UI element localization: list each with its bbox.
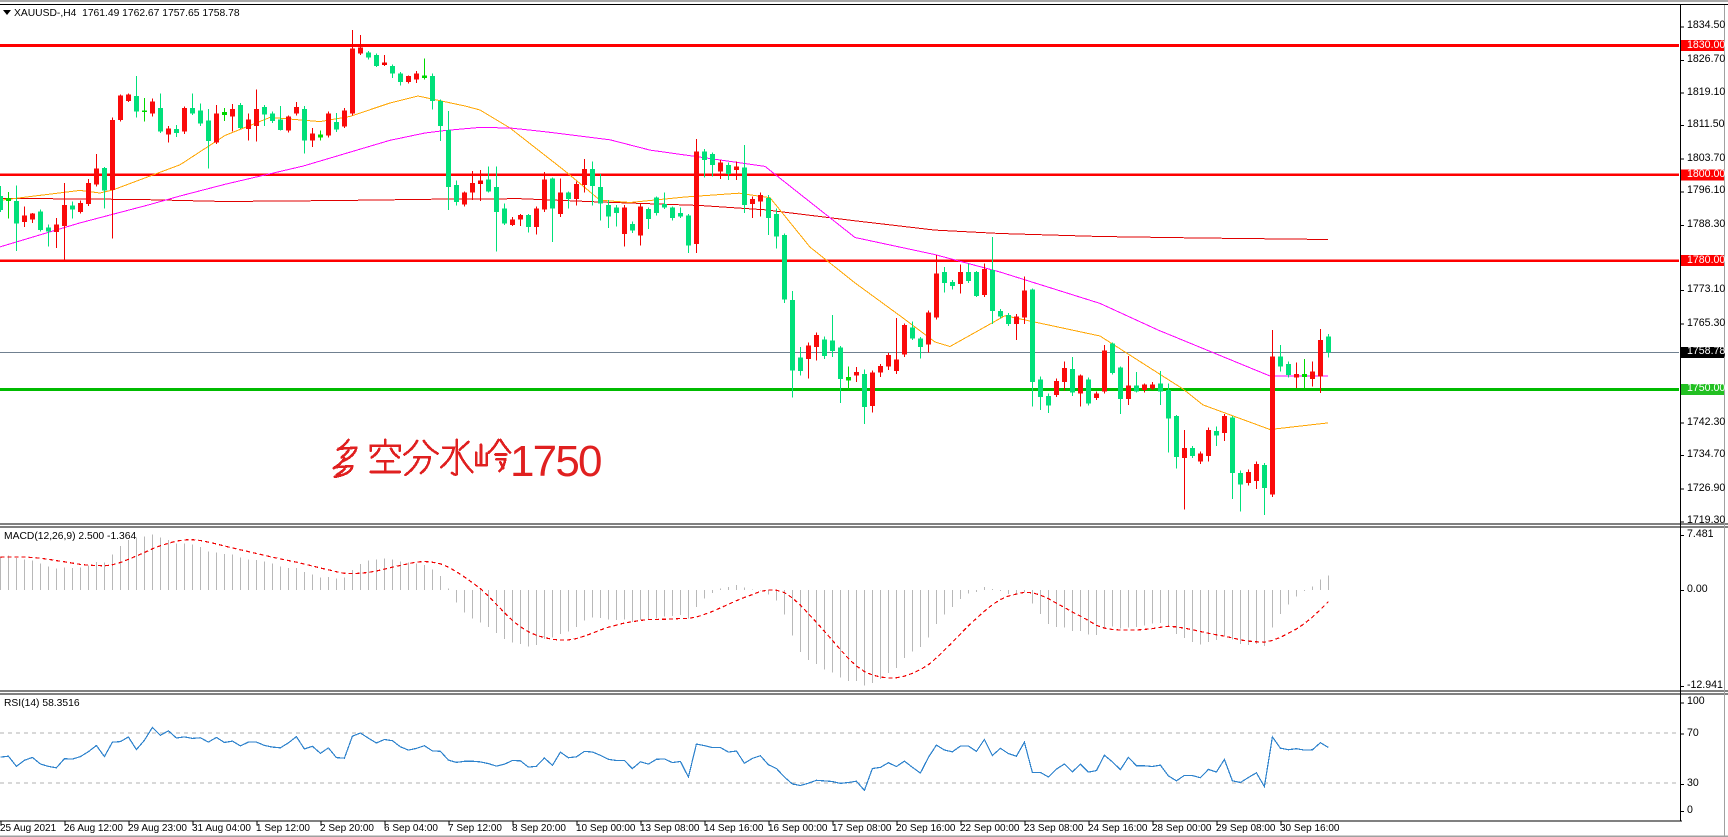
- svg-text:1750: 1750: [510, 437, 601, 486]
